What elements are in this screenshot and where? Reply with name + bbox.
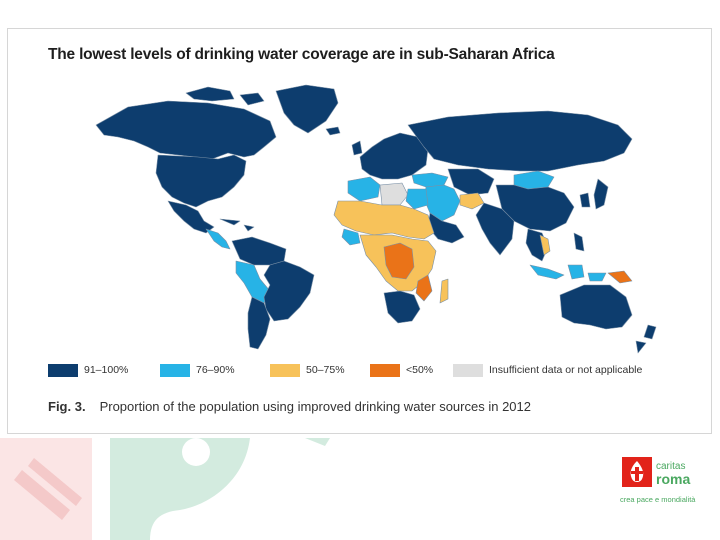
legend-swatch xyxy=(453,363,483,377)
caritas-flame-icon xyxy=(622,457,652,487)
map-region-north-africa-west xyxy=(347,176,381,202)
legend-item-50-75: 50–75% xyxy=(270,362,345,378)
legend-item-insufficient-data: Insufficient data or not applicable xyxy=(453,362,642,378)
legend-label: 91–100% xyxy=(84,364,129,376)
map-region-north-south-america xyxy=(231,236,287,266)
map-region-new-zealand xyxy=(635,324,657,354)
map-region-united-states xyxy=(155,154,247,208)
caption-number: Fig. 3. xyxy=(48,399,86,414)
map-region-brazil xyxy=(263,260,315,322)
caritas-roma-logo: caritas roma crea pace e mondialità xyxy=(618,455,708,515)
map-region-russia xyxy=(407,110,633,172)
map-region-mozambique xyxy=(415,274,433,302)
map-region-egypt xyxy=(405,188,429,210)
map-region-mexico xyxy=(167,200,215,234)
background-green-arc xyxy=(305,438,330,446)
map-region-australia xyxy=(559,284,633,330)
map-region-central-asia xyxy=(447,168,495,196)
map-region-korea-japan xyxy=(579,178,609,210)
caption-text: Proportion of the population using impro… xyxy=(99,399,531,414)
map-region-canada xyxy=(95,100,277,160)
logo-brand: caritas xyxy=(656,461,686,472)
legend-label: Insufficient data or not applicable xyxy=(489,364,643,376)
legend-item-91-100: 91–100% xyxy=(48,362,128,378)
map-figure: The lowest levels of drinking water cove… xyxy=(7,28,712,434)
map-region-arctic-islands xyxy=(185,86,265,106)
map-region-sahel xyxy=(333,200,435,240)
legend-swatch xyxy=(370,363,400,377)
map-region-papua-new-guinea xyxy=(607,270,633,284)
legend-label: <50% xyxy=(406,364,434,376)
map-region-greenland xyxy=(275,84,339,134)
legend-label: 50–75% xyxy=(306,364,345,376)
legend-swatch xyxy=(48,363,78,377)
map-region-southern-africa xyxy=(383,290,421,324)
legend-swatch xyxy=(270,363,300,377)
map-region-south-asia xyxy=(475,202,515,256)
legend-item-under-50: <50% xyxy=(370,362,433,378)
legend-item-76-90: 76–90% xyxy=(160,362,235,378)
world-map xyxy=(95,84,657,354)
map-region-central-america xyxy=(205,228,231,250)
map-region-afghanistan xyxy=(459,192,485,210)
background-pink-block xyxy=(0,438,92,540)
map-region-philippines xyxy=(573,232,585,252)
map-region-libya-algeria xyxy=(379,182,409,206)
legend-label: 76–90% xyxy=(196,364,235,376)
legend-swatch xyxy=(160,363,190,377)
background-green-shape xyxy=(110,438,250,540)
map-legend: 91–100% 76–90% 50–75% <50% Insufficient … xyxy=(48,362,688,378)
map-region-madagascar xyxy=(439,278,449,304)
logo-city: roma xyxy=(656,471,691,487)
map-region-iceland-uk xyxy=(325,126,363,156)
figure-title: The lowest levels of drinking water cove… xyxy=(48,46,555,63)
map-region-indonesia xyxy=(529,264,607,282)
map-region-europe xyxy=(359,132,429,180)
background-green-dot xyxy=(182,438,210,466)
map-region-west-africa-coast xyxy=(341,228,361,246)
map-region-caribbean xyxy=(219,218,255,232)
map-region-mongolia xyxy=(513,170,555,190)
map-region-laos-cambodia xyxy=(539,234,551,256)
background-pink-stripes xyxy=(14,458,82,520)
map-region-southern-cone xyxy=(247,296,271,350)
logo-tagline: crea pace e mondialità xyxy=(620,495,696,504)
figure-caption: Fig. 3. Proportion of the population usin… xyxy=(48,399,531,414)
map-region-dr-congo xyxy=(383,242,415,280)
